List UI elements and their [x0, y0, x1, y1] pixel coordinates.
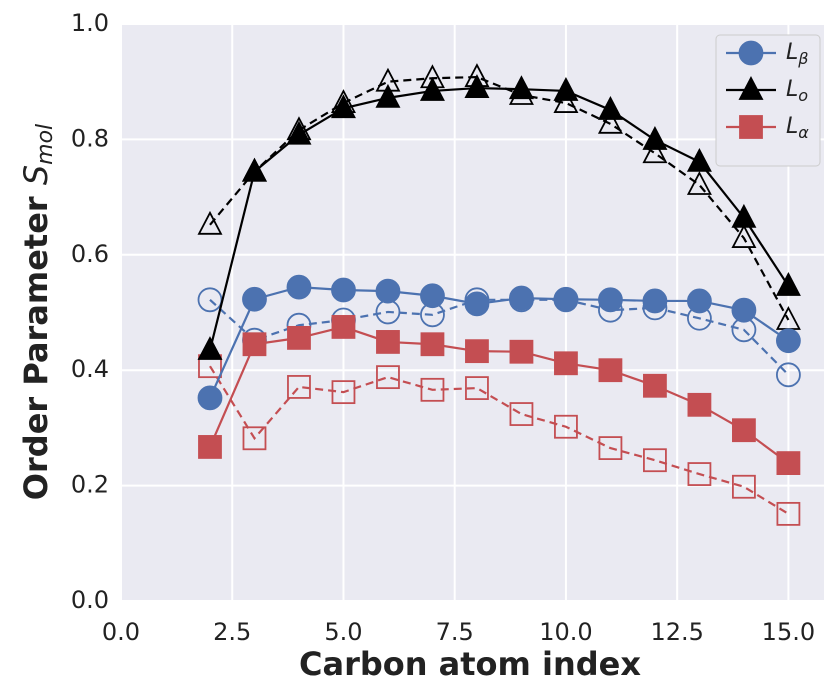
y-label-text: Order Parameter: [17, 196, 55, 500]
marker: [331, 315, 356, 339]
marker: [509, 339, 534, 364]
marker: [376, 330, 400, 354]
marker: [420, 332, 445, 357]
x-tick-label: 0.0: [102, 618, 140, 646]
marker: [197, 336, 223, 360]
x-axis-label: Carbon atom index: [299, 645, 641, 683]
marker: [197, 385, 223, 411]
x-tick-label: 2.5: [213, 618, 251, 646]
marker: [331, 380, 356, 405]
marker: [738, 40, 764, 66]
x-tick-label: 7.5: [436, 618, 474, 646]
marker: [642, 139, 668, 164]
marker: [554, 414, 578, 439]
marker: [242, 332, 267, 357]
y-tick-label: 0.6: [71, 240, 109, 268]
marker: [509, 285, 534, 311]
marker: [775, 272, 801, 296]
marker: [642, 126, 668, 150]
marker: [598, 287, 623, 313]
marker: [286, 120, 312, 145]
y-tick-label: 0.4: [71, 355, 109, 383]
marker: [643, 448, 667, 473]
legend: Lβ Lo Lα: [715, 34, 821, 167]
y-label-subscript: mol: [33, 124, 58, 165]
marker: [508, 75, 534, 100]
marker: [330, 94, 356, 119]
marker: [776, 501, 801, 526]
marker: [738, 76, 764, 100]
marker: [553, 89, 579, 113]
marker: [287, 325, 311, 350]
marker: [642, 288, 668, 314]
marker: [287, 375, 311, 399]
marker: [241, 157, 267, 182]
y-label-symbol: S: [17, 165, 55, 185]
legend-label: Lα: [786, 114, 809, 142]
marker: [597, 109, 623, 134]
marker: [686, 147, 712, 172]
marker: [739, 115, 763, 139]
marker: [331, 277, 356, 303]
marker: [509, 402, 534, 426]
marker: [375, 83, 401, 108]
marker: [465, 376, 489, 400]
marker: [598, 436, 623, 460]
y-axis-label: Order Parameter Smol: [17, 124, 58, 500]
marker: [687, 288, 712, 314]
x-tick-label: 5.0: [324, 618, 362, 646]
marker: [598, 358, 623, 383]
marker: [464, 291, 490, 317]
marker: [686, 171, 712, 195]
marker: [776, 362, 801, 388]
marker: [242, 286, 267, 312]
marker: [465, 339, 489, 364]
marker: [643, 373, 667, 398]
marker: [553, 286, 579, 312]
marker: [553, 76, 579, 101]
legend-label: Lo: [786, 77, 808, 105]
marker: [242, 426, 267, 451]
marker: [376, 365, 400, 390]
marker: [731, 297, 757, 323]
x-tick-label: 10.0: [539, 618, 592, 646]
marker: [732, 474, 756, 499]
y-tick-label: 0.8: [71, 124, 109, 152]
marker: [375, 278, 401, 304]
y-tick-label: 1.0: [71, 9, 109, 37]
y-tick-label: 0.0: [71, 586, 109, 614]
marker: [731, 224, 757, 248]
marker: [731, 203, 757, 228]
marker: [687, 462, 712, 486]
x-tick-label: 15.0: [762, 618, 815, 646]
marker: [197, 210, 223, 235]
y-tick-label: 0.2: [71, 471, 109, 499]
series-line: [209, 365, 789, 515]
marker: [597, 96, 623, 120]
marker: [776, 451, 801, 475]
x-tick-label: 12.5: [650, 618, 703, 646]
series-line: [209, 75, 790, 321]
marker: [776, 328, 801, 354]
marker: [420, 377, 445, 402]
legend-label: Lβ: [786, 40, 808, 68]
marker: [732, 418, 756, 443]
marker: [198, 435, 222, 459]
marker: [419, 76, 445, 101]
marker: [687, 392, 712, 417]
series-line: [208, 86, 790, 351]
marker: [464, 74, 490, 98]
marker: [286, 274, 312, 300]
marker: [554, 351, 578, 376]
marker: [420, 283, 445, 309]
